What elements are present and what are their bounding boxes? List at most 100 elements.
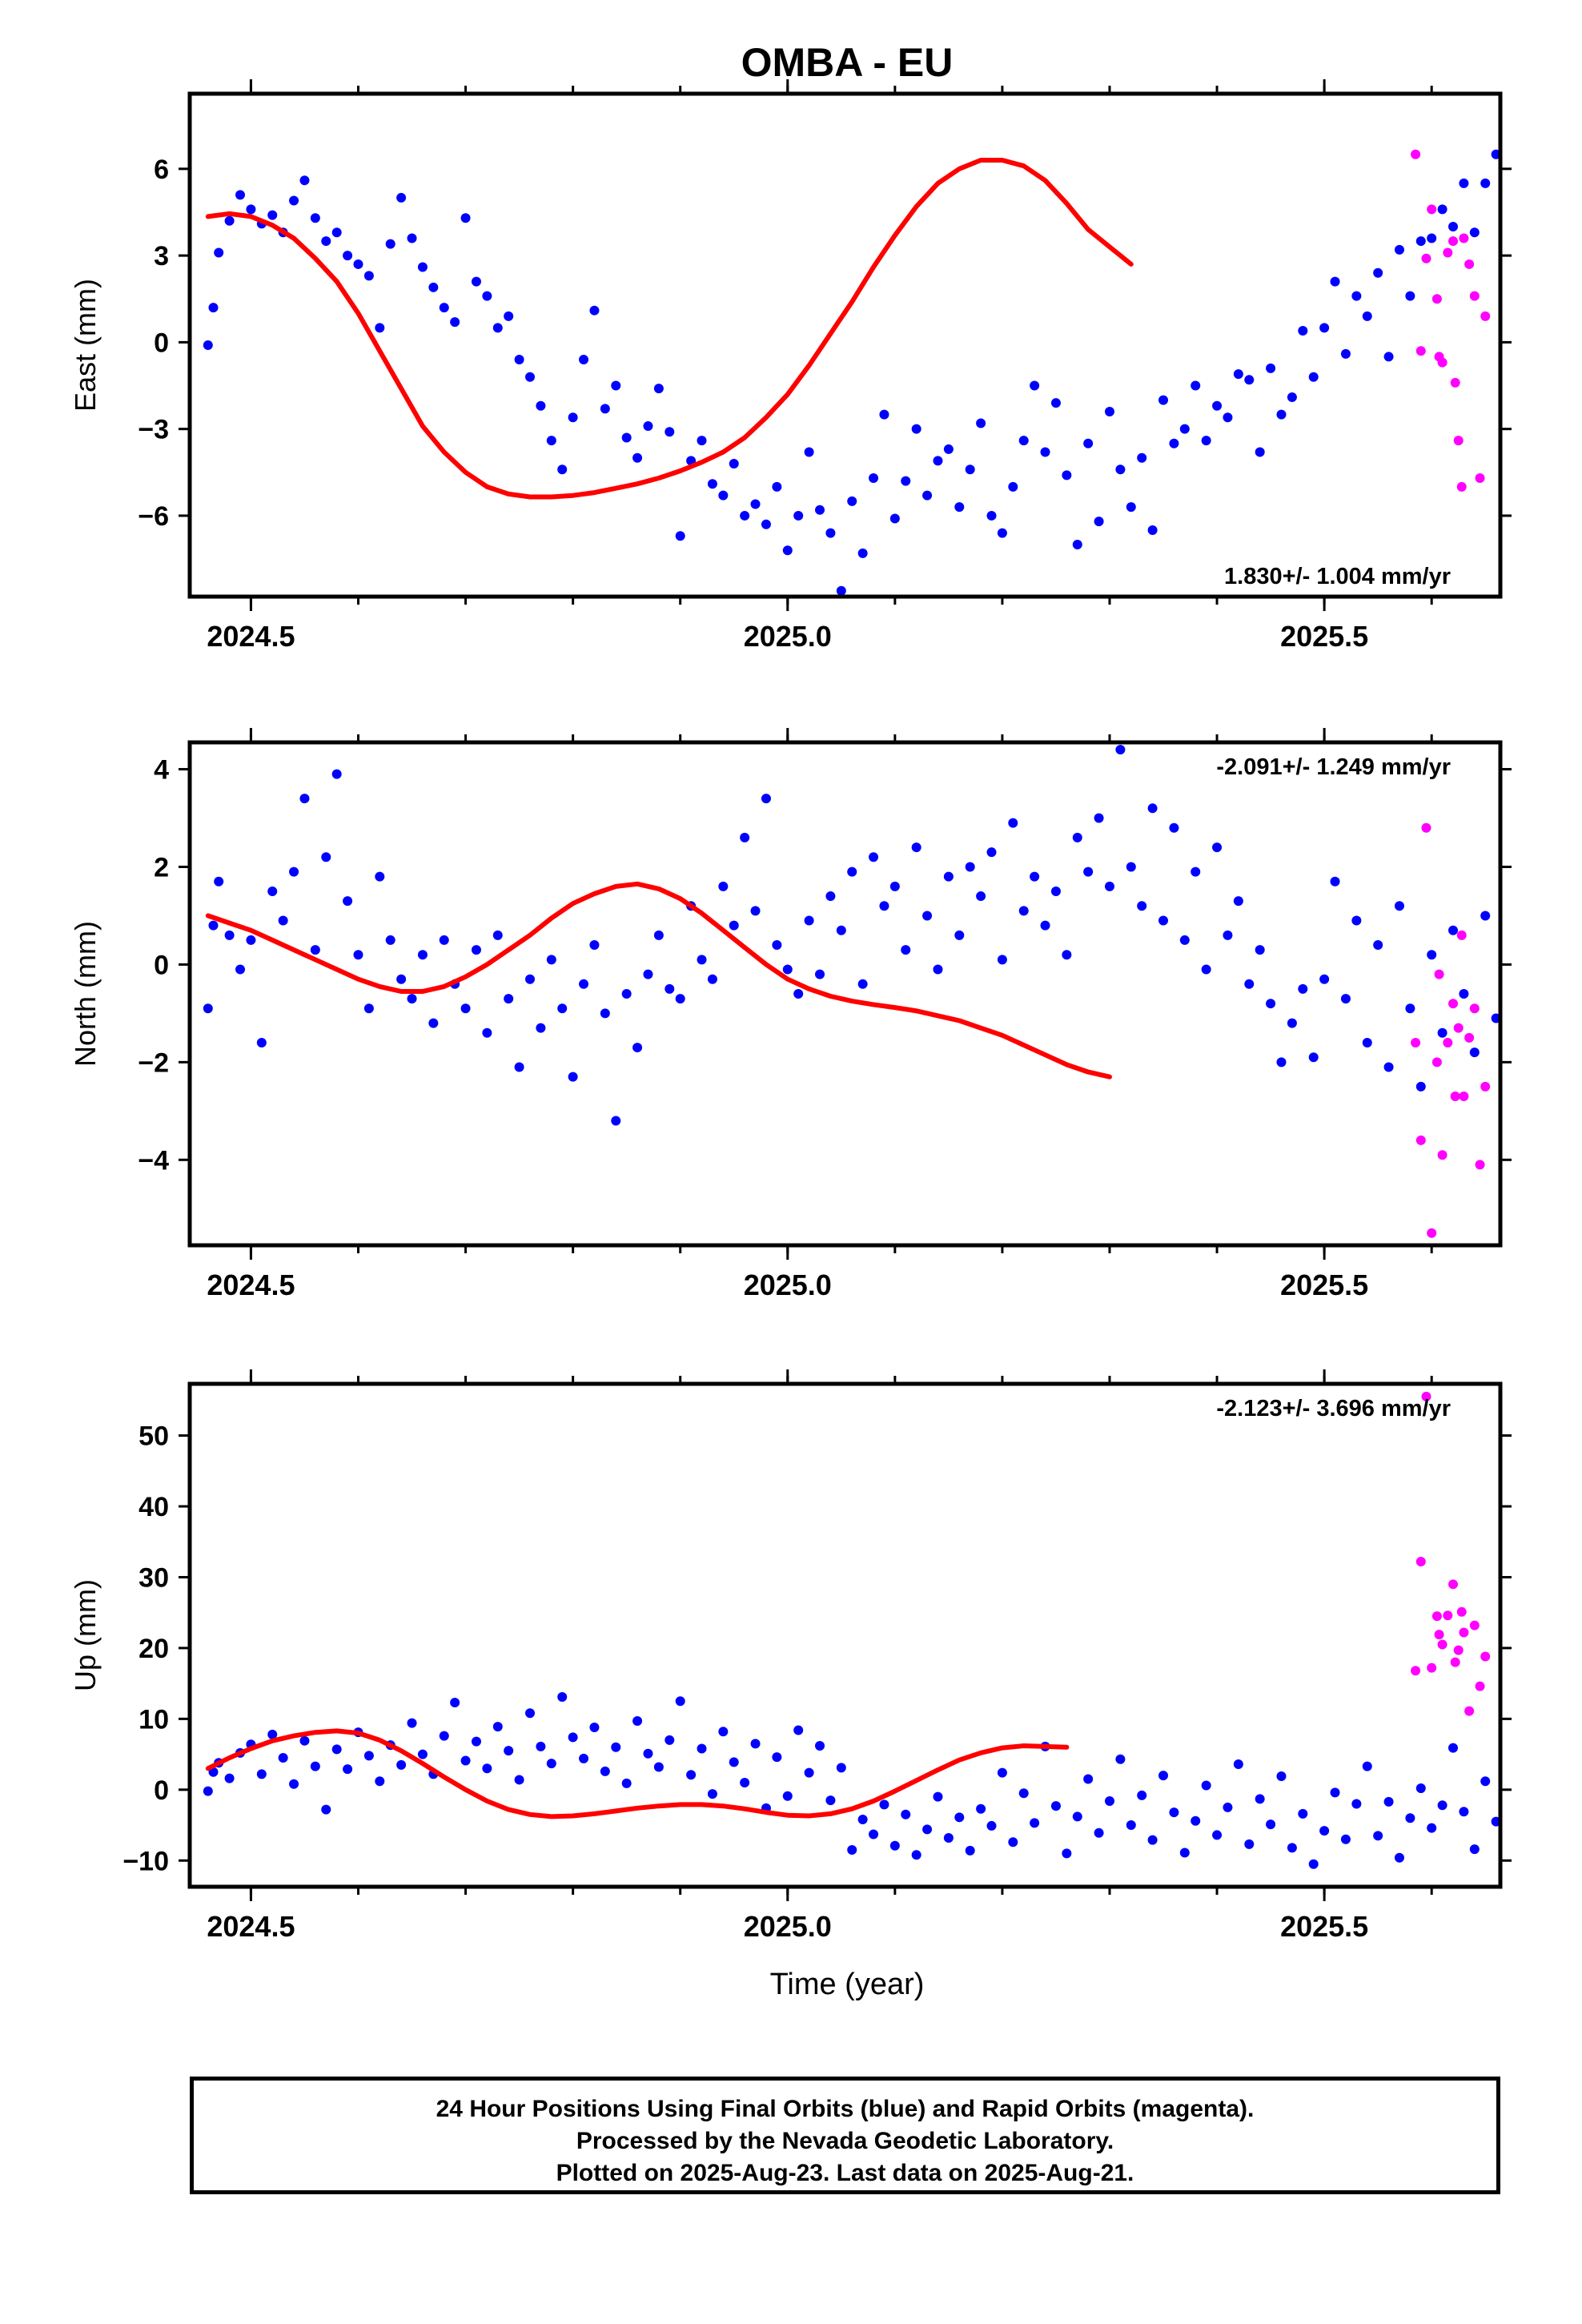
north-final-point (1094, 813, 1104, 823)
up-ytick-label: 0 (154, 1775, 169, 1806)
footer-note: 24 Hour Positions Using Final Orbits (bl… (190, 2077, 1500, 2194)
east-rapid-point (1427, 204, 1437, 215)
north-final-point (1072, 832, 1082, 842)
east-y-axis-label: East (mm) (69, 279, 102, 412)
up-panel: −10 0 10 20 30 40 50 2024.5 2025.0 2025.5 Up (mm) -… (69, 1369, 1512, 1943)
up-rapid-point (1469, 1620, 1480, 1630)
east-rapid-point (1437, 357, 1447, 368)
north-final-point (889, 881, 900, 891)
east-final-point (1394, 244, 1404, 255)
north-plot-frame (187, 740, 1503, 1248)
north-final-point (825, 891, 836, 902)
up-final-point (1405, 1813, 1415, 1823)
east-final-point (772, 481, 782, 492)
east-final-point (514, 355, 524, 365)
north-final-point (1373, 940, 1383, 951)
east-final-point (1179, 424, 1190, 434)
up-final-point (750, 1739, 761, 1749)
up-final-point (343, 1764, 353, 1775)
north-final-point (1062, 950, 1072, 960)
east-final-point (525, 372, 536, 382)
east-final-point (203, 340, 213, 350)
east-ytick-label: −6 (138, 501, 169, 532)
east-final-point (825, 528, 836, 538)
up-ytick-label: 50 (139, 1421, 169, 1452)
north-final-point (1448, 925, 1459, 935)
north-final-point (208, 920, 219, 931)
up-final-point (857, 1814, 868, 1824)
up-final-point (997, 1767, 1007, 1778)
east-final-point (1437, 204, 1447, 215)
east-final-point (460, 213, 471, 223)
north-final-point (814, 969, 825, 979)
east-rapid-point (1443, 247, 1453, 258)
up-final-point (1158, 1771, 1169, 1781)
north-final-point (396, 974, 407, 984)
up-rapid-point (1411, 1666, 1421, 1676)
up-final-point (943, 1832, 954, 1843)
north-rapid-point (1453, 1023, 1464, 1033)
north-final-point (793, 989, 804, 999)
up-final-point (1383, 1796, 1394, 1807)
up-final-point (1276, 1771, 1287, 1782)
north-final-point (482, 1027, 492, 1038)
north-final-point (943, 871, 954, 882)
up-final-point (417, 1749, 428, 1759)
east-final-point (375, 323, 385, 333)
east-xtick-label: 2024.5 (207, 620, 295, 653)
north-rate-label: -2.091+/- 1.249 mm/yr (1216, 754, 1451, 780)
east-final-point (804, 447, 814, 457)
up-rapid-point (1443, 1610, 1453, 1621)
east-final-point (1223, 412, 1233, 423)
north-final-point (761, 794, 771, 804)
up-final-point (514, 1775, 524, 1785)
east-final-point (536, 400, 546, 411)
up-final-point (933, 1791, 943, 1802)
north-final-point (1480, 911, 1491, 921)
east-final-point (1415, 236, 1426, 247)
north-final-point (922, 911, 933, 921)
east-final-point (1050, 398, 1061, 408)
north-xtick-label: 2025.5 (1280, 1269, 1368, 1301)
east-final-point (793, 510, 804, 521)
east-final-point (857, 548, 868, 558)
east-final-point (428, 282, 439, 292)
north-final-point (1018, 906, 1029, 916)
east-final-point (889, 513, 900, 524)
east-final-point (943, 444, 954, 454)
north-final-point (331, 769, 342, 779)
up-final-point (1298, 1808, 1308, 1819)
north-xtick-label: 2025.0 (744, 1269, 832, 1301)
north-final-point (611, 1116, 621, 1126)
up-final-point (847, 1845, 857, 1856)
east-final-point (214, 247, 224, 258)
up-final-point (375, 1776, 385, 1787)
up-final-point (1030, 1818, 1040, 1828)
up-final-point (450, 1698, 460, 1708)
up-final-point (224, 1773, 235, 1783)
north-final-point (1362, 1037, 1372, 1047)
north-final-point (653, 930, 664, 940)
east-final-point (986, 510, 997, 521)
east-final-point (407, 233, 417, 243)
north-final-point (1427, 950, 1437, 960)
north-final-point (1330, 876, 1340, 887)
north-final-point (568, 1072, 578, 1082)
north-rapid-point (1415, 1135, 1426, 1145)
east-final-point (665, 427, 675, 437)
east-final-point (1362, 311, 1372, 321)
north-final-point (235, 964, 246, 975)
east-final-point (1115, 464, 1126, 475)
up-xtick-label: 2025.5 (1280, 1910, 1368, 1943)
up-final-point (460, 1755, 471, 1766)
north-final-point (847, 866, 857, 877)
east-final-point (1298, 325, 1308, 336)
up-final-point (600, 1766, 610, 1776)
north-final-point (514, 1062, 524, 1072)
north-final-point (965, 862, 975, 872)
north-rapid-point (1469, 1003, 1480, 1014)
up-rapid-point (1453, 1645, 1464, 1655)
north-final-point (460, 1003, 471, 1014)
east-ytick-label: 3 (154, 241, 169, 271)
up-final-point (471, 1736, 481, 1747)
